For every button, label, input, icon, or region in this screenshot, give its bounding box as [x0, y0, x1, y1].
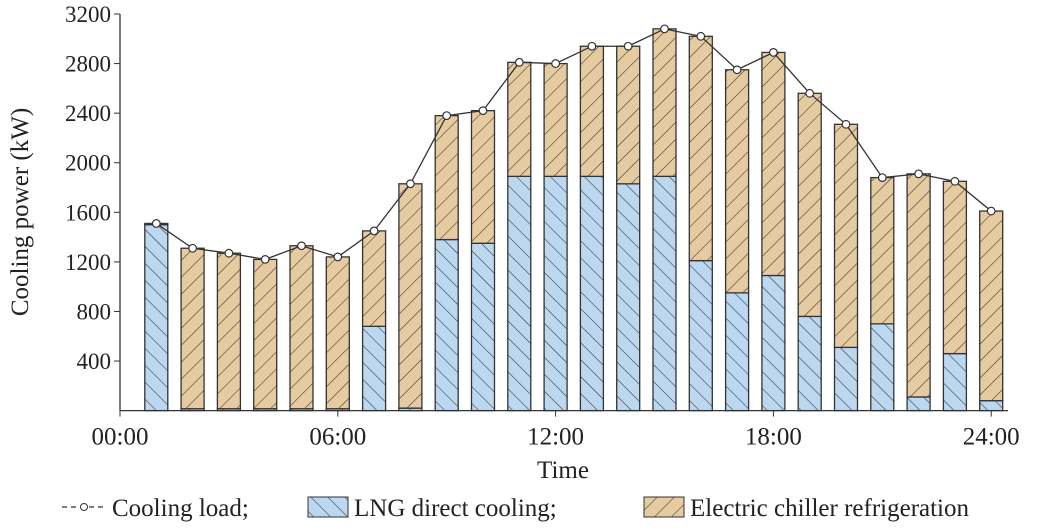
cooling-load-point: [623, 41, 633, 51]
bar-lng-h14: [616, 183, 641, 412]
bar-lng-h17: [724, 292, 750, 412]
bar-electric-h17: [724, 69, 750, 294]
cooling-load-point: [224, 248, 234, 258]
bar-electric-h9: [434, 114, 459, 241]
bar-electric-h20: [833, 123, 859, 349]
bar-electric-h4: [253, 258, 278, 410]
y-tick-label: 2800: [65, 52, 111, 77]
cooling-load-line: [155, 28, 992, 261]
bar-electric-h8: [398, 183, 423, 409]
bar-lng-h21: [870, 323, 895, 412]
y-tick-label: 1600: [65, 200, 111, 225]
cooling-load-point: [188, 243, 198, 253]
legend-label-cooling-load: Cooling load;: [112, 495, 249, 522]
x-tick-label: 12:00: [527, 424, 584, 451]
x-tick-label: 06:00: [309, 424, 366, 451]
cooling-load-point: [950, 176, 960, 186]
bar-lng-h11: [507, 175, 532, 412]
bar-lng-h10: [470, 242, 496, 412]
bar-electric-h3: [216, 252, 242, 410]
bar-lng-h22: [906, 396, 931, 412]
cooling-load-point: [660, 24, 669, 34]
cooling-load-point: [369, 226, 379, 236]
cooling-load-point: [297, 241, 306, 251]
cooling-load-point: [260, 254, 270, 264]
cooling-load-line-group: [151, 24, 996, 264]
cooling-load-point: [406, 179, 415, 189]
legend-swatch-lng-icon: [307, 496, 349, 518]
bar-electric-h22: [906, 173, 931, 398]
x-tick-label: 00:00: [92, 424, 149, 451]
bar-electric-h24: [979, 210, 1004, 402]
legend: Cooling load; LNG direct cooling; Electr…: [62, 495, 970, 522]
legend-swatch-electric-icon: [643, 496, 685, 518]
bar-lng-h9: [434, 238, 459, 412]
bar-lng-h16: [688, 259, 713, 412]
bar-electric-h13: [579, 45, 605, 178]
bar-electric-h10: [470, 110, 496, 244]
cooling-load-point: [986, 206, 996, 216]
y-tick-label: 2000: [65, 151, 111, 176]
bar-electric-h7: [361, 230, 387, 327]
bar-lng-h15: [652, 175, 677, 412]
y-tick-label: 3200: [65, 2, 111, 27]
bar-electric-h14: [616, 45, 641, 185]
bar-electric-h2: [180, 247, 205, 410]
bar-electric-h6: [325, 256, 350, 410]
bar-electric-h18: [761, 51, 786, 277]
x-tick-label: 18:00: [745, 424, 802, 451]
cooling-load-point: [587, 41, 597, 51]
cooling-load-point: [551, 59, 560, 68]
bar-lng-h20: [833, 346, 859, 412]
y-axis-label: Cooling power (kW): [7, 108, 34, 316]
bar-electric-h23: [942, 180, 968, 355]
cooling-load-point: [514, 57, 524, 67]
cooling-load-point: [769, 48, 778, 57]
cooling-load-point: [333, 252, 343, 262]
bar-electric-h19: [797, 92, 822, 318]
y-tick-label: 400: [77, 349, 112, 374]
bar-lng-h1: [144, 224, 169, 412]
cooling-load-point: [478, 106, 488, 116]
legend-label-electric: Electric chiller refrigeration: [690, 495, 970, 522]
bar-electric-h5: [289, 245, 314, 410]
bar-lng-h12: [543, 175, 568, 412]
cooling-load-point: [442, 111, 452, 121]
y-tick-label: 800: [77, 299, 112, 324]
axes-group: 400 800 1200 1600 2000 2400 2800 3200 00:00 06:00…: [65, 2, 1020, 451]
bar-lng-h13: [579, 175, 605, 412]
cooling-load-point: [805, 88, 815, 98]
cooling-load-point: [877, 173, 887, 182]
bar-electric-h21: [870, 176, 895, 325]
cooling-load-point: [151, 219, 161, 228]
bar-lng-h23: [942, 352, 968, 412]
bar-electric-h11: [507, 61, 532, 178]
bar-electric-h15: [652, 28, 677, 178]
legend-marker-icon: [80, 503, 88, 511]
cooling-load-point: [914, 169, 923, 179]
cooling-load-point: [732, 65, 742, 75]
bar-lng-h19: [797, 315, 822, 412]
bar-lng-h7: [361, 325, 387, 412]
bar-electric-h16: [688, 35, 713, 262]
bars-group: [144, 28, 1004, 412]
bar-electric-h12: [543, 62, 568, 178]
bar-lng-h24: [979, 400, 1004, 412]
bar-lng-h18: [761, 274, 786, 412]
cooling-load-point: [841, 119, 851, 129]
cooling-load-point: [696, 31, 706, 41]
legend-label-lng: LNG direct cooling;: [354, 495, 557, 522]
y-tick-label: 2400: [65, 101, 111, 126]
y-tick-label: 1200: [65, 250, 111, 275]
x-axis-label: Time: [537, 457, 589, 484]
x-tick-label: 24:00: [963, 424, 1020, 451]
